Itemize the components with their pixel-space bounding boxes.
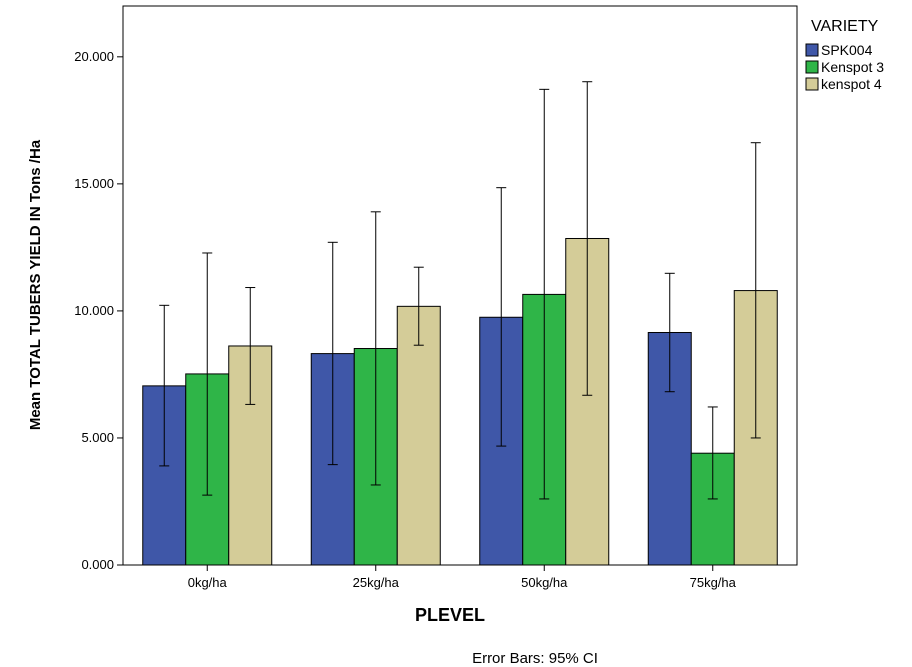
error-bar bbox=[202, 252, 213, 496]
legend-label: Kenspot 3 bbox=[821, 59, 884, 75]
x-axis: 0kg/ha 25kg/ha 50kg/ha 75kg/ha bbox=[188, 565, 737, 590]
error-bar bbox=[539, 88, 550, 500]
legend-label: SPK004 bbox=[821, 42, 873, 58]
x-tick-label: 75kg/ha bbox=[690, 575, 737, 590]
error-bar bbox=[159, 304, 170, 467]
x-tick-label: 25kg/ha bbox=[353, 575, 400, 590]
legend-swatch bbox=[805, 77, 819, 91]
x-axis-title: PLEVEL bbox=[415, 605, 485, 625]
footnote: Error Bars: 95% CI bbox=[472, 650, 598, 667]
y-tick-label: 15.000 bbox=[74, 176, 114, 191]
error-bar bbox=[750, 142, 761, 439]
bar-kenspot-4-1 bbox=[396, 305, 441, 566]
legend-title: VARIETY bbox=[811, 18, 879, 35]
legend-label: kenspot 4 bbox=[821, 76, 882, 92]
error-bars-layer bbox=[159, 81, 761, 500]
y-tick-label: 5.000 bbox=[81, 430, 114, 445]
legend-swatch bbox=[805, 60, 819, 74]
y-axis-title: Mean TOTAL TUBERS YIELD IN Tons /Ha bbox=[27, 139, 44, 430]
y-tick-label: 10.000 bbox=[74, 303, 114, 318]
error-bar bbox=[582, 81, 593, 396]
error-bar bbox=[707, 406, 718, 500]
y-axis: 0.000 5.000 10.000 15.000 20.000 bbox=[74, 49, 123, 572]
error-bar bbox=[664, 272, 675, 393]
y-tick-label: 0.000 bbox=[81, 557, 114, 572]
x-tick-label: 50kg/ha bbox=[521, 575, 568, 590]
error-bar bbox=[413, 266, 424, 346]
error-bar bbox=[327, 241, 338, 466]
y-tick-label: 20.000 bbox=[74, 49, 114, 64]
x-tick-label: 0kg/ha bbox=[188, 575, 228, 590]
legend-swatch bbox=[805, 43, 819, 57]
error-bar bbox=[370, 211, 381, 486]
error-bar bbox=[496, 187, 507, 447]
error-bar bbox=[245, 287, 256, 405]
